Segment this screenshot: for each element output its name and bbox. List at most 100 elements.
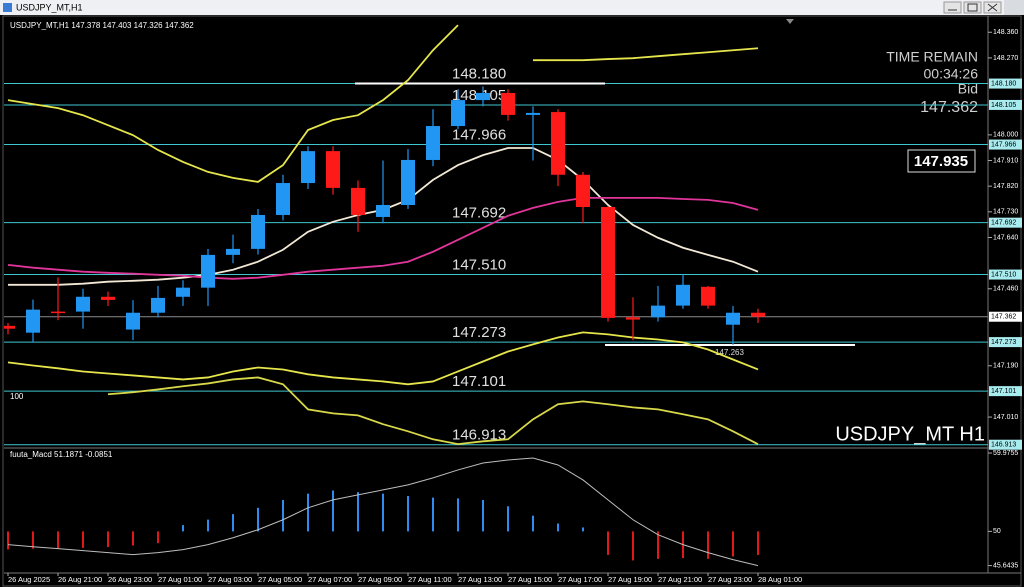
level-label: 147.966 [452,127,506,144]
candle-body [401,159,415,205]
level-axis-label: 147.510 [991,271,1016,278]
candle-body [576,174,590,207]
y-tick-label: 59.9755 [993,450,1018,457]
x-tick-label: 28 Aug 01:00 [758,575,802,584]
y-tick-label: 147.190 [993,363,1018,370]
candle-body [101,296,115,300]
x-tick-label: 27 Aug 09:00 [358,575,402,584]
level-axis-label: 146.913 [991,442,1016,449]
bid-title: Bid [958,81,978,97]
open-price: 147.378 [71,21,100,30]
time-remain-title: TIME REMAIN [886,49,978,65]
candle-body [426,126,440,160]
macd-reading: 51.1871 [54,450,83,459]
candle-body [701,286,715,306]
low-price: 147.326 [134,21,163,30]
level-label: 148.180 [452,66,506,83]
candle-body [301,151,315,184]
level-axis-box [989,78,1022,89]
x-tick-label: 27 Aug 19:00 [608,575,652,584]
minimize-button[interactable] [943,1,962,14]
indicator-line [7,24,759,183]
x-tick-label: 27 Aug 01:00 [158,575,202,584]
y-tick-label: 147.460 [993,286,1018,293]
candle-body [76,296,90,312]
candle-body [501,92,515,115]
candle-body [51,311,65,314]
low-marker-label: 147.263 [715,348,744,357]
y-tick-label: 147.910 [993,157,1018,164]
level-label: 147.273 [452,324,506,341]
y-tick-label: 148.000 [993,132,1018,139]
x-tick-label: 27 Aug 21:00 [658,575,702,584]
candle-body [276,183,290,215]
x-tick-label: 27 Aug 15:00 [508,575,552,584]
y-tick-label: 148.270 [993,55,1018,62]
candle-body [201,254,215,288]
level-axis-box [989,386,1022,397]
y-tick-label: 147.730 [993,209,1018,216]
price-plot: 148.180148.105147.966147.692147.510147.2… [4,24,988,446]
level-label: 147.101 [452,373,506,390]
close-icon [987,3,998,12]
y-tick-label: 50 [993,528,1001,535]
level-label: 147.510 [452,257,506,274]
current-price-box [989,311,1022,322]
level-axis-label: 147.692 [991,220,1016,227]
candle-body [376,204,390,217]
level-axis-label: 147.273 [991,339,1016,346]
candle-body [251,214,265,249]
level-axis-label: 147.966 [991,141,1016,148]
indicator-line [7,196,759,280]
candle-body [601,206,615,318]
y-tick-label: 147.820 [993,183,1018,190]
level-axis-label: 148.105 [991,102,1016,109]
candle-body [751,312,765,317]
time-remain-value: 00:34:26 [924,66,979,82]
axes: 148.360 148.270 148.000 147.910 147.820 147.7… [7,29,1022,584]
candle-body [526,112,540,115]
level-axis-label: 147.101 [991,388,1016,395]
symbol: USDJPY_MT,H1 [10,21,70,30]
level-axis-box [989,337,1022,348]
x-tick-label: 27 Aug 07:00 [308,575,352,584]
candle-body [151,297,165,313]
level-label: 147.692 [452,205,506,222]
price-box-label: 147.935 [914,153,968,170]
candle-body [176,287,190,297]
y-tick-label: 45.6435 [993,562,1018,569]
current-price-label: 147.362 [991,314,1016,321]
level-label: 146.913 [452,427,506,444]
x-tick-label: 27 Aug 23:00 [708,575,752,584]
macd-plot [7,457,759,567]
candle-body [26,309,40,333]
x-tick-label: 26 Aug 2025 [8,575,50,584]
candle-body [726,312,740,325]
y-tick-label: 147.010 [993,414,1018,421]
candle-body [226,248,240,255]
window-icon [3,3,12,12]
x-tick-label: 27 Aug 17:00 [558,575,602,584]
candle-body [676,284,690,306]
indicator-line [107,376,759,446]
high-price: 147.403 [103,21,132,30]
chart-frame [2,15,1022,587]
candle-body [126,312,140,330]
window-title: USDJPY_MT,H1 [16,2,83,12]
title-bar [0,0,1024,15]
x-tick-label: 26 Aug 23:00 [108,575,152,584]
price-box [907,149,976,173]
window-buttons[interactable] [943,1,1002,14]
maximize-button[interactable] [963,1,982,14]
candle-body [451,100,465,127]
macd-title: fuuta_Macd [10,450,52,459]
x-tick-label: 27 Aug 13:00 [458,575,502,584]
y-tick-label: 148.360 [993,29,1018,36]
bid-value: 147.362 [920,99,978,116]
level-axis-box [989,217,1022,228]
level-axis-box [989,269,1022,280]
level-axis-box [989,139,1022,150]
